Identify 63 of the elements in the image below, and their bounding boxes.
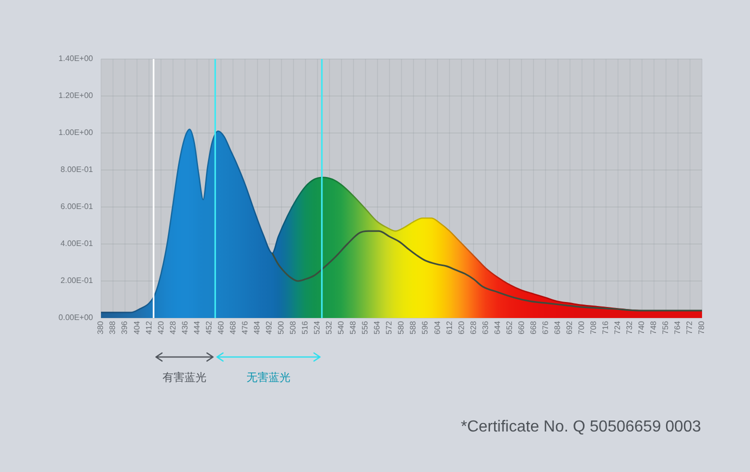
y-tick-label: 0.00E+00 — [58, 313, 94, 322]
x-tick-label: 524 — [312, 320, 322, 334]
x-tick-label: 508 — [288, 320, 298, 334]
x-tick-label: 452 — [204, 320, 214, 334]
x-tick-label: 604 — [432, 320, 442, 334]
x-tick-label: 540 — [336, 320, 346, 334]
x-tick-label: 564 — [372, 320, 382, 334]
x-tick-label: 484 — [252, 320, 262, 334]
x-tick-label: 444 — [192, 320, 202, 334]
x-tick-label: 764 — [673, 320, 682, 334]
x-tick-label: 588 — [408, 320, 418, 334]
x-tick-label: 780 — [697, 320, 706, 334]
y-tick-label: 2.00E-01 — [60, 276, 94, 286]
x-tick-label: 396 — [120, 320, 130, 334]
x-tick-label: 700 — [577, 320, 586, 334]
x-tick-label: 636 — [480, 320, 490, 334]
x-tick-label: 708 — [589, 320, 598, 334]
x-tick-label: 428 — [168, 320, 178, 334]
x-tick-label: 436 — [180, 320, 190, 334]
x-tick-label: 460 — [216, 320, 226, 334]
x-tick-label: 628 — [468, 320, 478, 334]
text: *Certificate No. Q 50506659 0003 — [460, 418, 702, 436]
x-tick-label: 468 — [228, 320, 238, 334]
x-tick-label: 596 — [420, 320, 430, 334]
x-tick-label: 380 — [96, 320, 106, 334]
y-tick-label: 1.00E+00 — [58, 128, 94, 138]
x-tick-label: 652 — [504, 320, 514, 334]
x-tick-label: 492 — [264, 320, 274, 334]
x-tick-label: 516 — [300, 320, 310, 334]
x-tick-label: 684 — [552, 320, 562, 334]
x-tick-label: 644 — [492, 320, 502, 334]
text: 有害蓝光 — [162, 371, 206, 384]
x-tick-label: 572 — [384, 320, 394, 334]
x-tick-label: 412 — [144, 320, 154, 334]
x-tick-label: 740 — [637, 320, 646, 334]
y-tick-label: 1.20E+00 — [58, 91, 94, 100]
x-tick-label: 556 — [360, 320, 370, 334]
x-tick-label: 500 — [276, 320, 286, 334]
y-tick-label: 8.00E-01 — [60, 165, 94, 174]
x-tick-label: 476 — [240, 320, 250, 334]
x-tick-label: 612 — [444, 320, 454, 334]
x-tick-label: 548 — [348, 320, 358, 334]
x-tick-label: 692 — [564, 320, 574, 334]
x-tick-label: 732 — [625, 320, 634, 334]
x-tick-label: 580 — [396, 320, 406, 334]
x-tick-label: 748 — [649, 320, 658, 334]
x-tick-label: 724 — [613, 320, 622, 334]
x-tick-label: 660 — [516, 320, 526, 334]
y-tick-label: 1.40E+00 — [58, 54, 94, 64]
x-tick-label: 716 — [601, 320, 610, 334]
x-tick-label: 620 — [456, 320, 466, 334]
x-tick-label: 772 — [685, 320, 694, 334]
x-tick-label: 668 — [528, 320, 538, 334]
x-tick-label: 388 — [108, 320, 118, 334]
x-tick-label: 532 — [324, 320, 334, 334]
y-tick-label: 6.00E-01 — [60, 202, 94, 212]
x-tick-label: 404 — [132, 320, 142, 334]
x-tick-label: 756 — [661, 320, 670, 334]
x-tick-label: 676 — [540, 320, 550, 334]
text: 无害蓝光 — [246, 371, 291, 384]
line-series — [271, 230, 702, 312]
y-tick-label: 4.00E-01 — [60, 239, 94, 248]
x-tick-label: 420 — [156, 320, 166, 334]
